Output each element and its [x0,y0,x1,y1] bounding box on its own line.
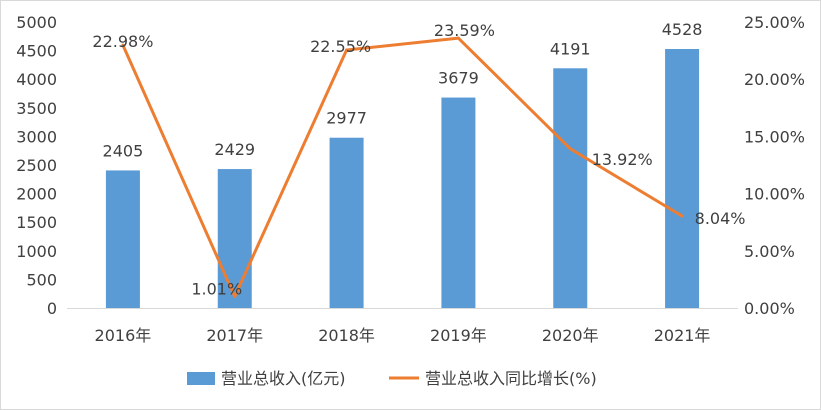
bar [329,137,364,308]
y-left-tick-label: 2500 [16,156,57,175]
y-right-tick-label: 5.00% [744,242,795,261]
bar [553,68,588,308]
line-point [456,36,460,40]
legend-bar-swatch [187,372,215,385]
bar-value-label: 2405 [103,141,144,160]
x-tick-label: 2020年 [542,326,599,345]
label-layer: 2405 2429 2977 3679 4191 4528 22.98% 1.01% 22.55… [92,20,745,298]
bar [665,48,700,308]
line-point [121,43,125,47]
y-left-tick-label: 4500 [16,42,57,61]
line-value-label: 1.01% [191,279,242,298]
y-right-tick-label: 15.00% [744,127,805,146]
y-right-tick-label: 0.00% [744,299,795,318]
legend-line-label: 营业总收入同比增长(%) [425,369,597,388]
x-tick-label: 2016年 [95,326,152,345]
line-value-label: 23.59% [434,21,495,40]
y-right-tick-label: 25.00% [744,13,805,32]
y-left-tick-label: 3000 [16,127,57,146]
line-point [568,147,572,151]
y-right-tick-label: 20.00% [744,70,805,89]
y-left-tick-label: 0 [47,299,57,318]
x-tick-label: 2018年 [318,326,375,345]
line-value-label: 8.04% [695,209,746,228]
line-point [233,294,237,298]
bar-value-label: 3679 [438,69,479,88]
growth-line [121,36,683,298]
bar-value-label: 2977 [326,109,367,128]
bar-layer [105,48,700,308]
line-value-label: 22.55% [310,37,371,56]
bar [441,97,476,308]
legend: 营业总收入(亿元) 营业总收入同比增长(%) [187,369,597,388]
line-layer [121,36,684,298]
bar-value-label: 2429 [214,140,255,159]
y-left-tick-label: 1000 [16,242,57,261]
y-left-tick-label: 3500 [16,99,57,118]
bar-value-label: 4528 [662,20,703,39]
bar [105,170,140,308]
x-tick-label: 2017年 [206,326,263,345]
line-point [345,48,349,52]
line-value-label: 13.92% [592,150,653,169]
x-tick-label: 2021年 [654,326,711,345]
bar-value-label: 4191 [550,39,591,58]
bar [217,169,252,308]
y-left-tick-label: 500 [26,270,57,289]
line-point [680,214,684,218]
legend-bar-label: 营业总收入(亿元) [221,369,346,388]
y-left-tick-label: 1500 [16,213,57,232]
y-left-tick-label: 5000 [16,13,57,32]
line-value-label: 22.98% [92,32,153,51]
x-tick-label: 2019年 [430,326,487,345]
y-left-tick-label: 4000 [16,70,57,89]
axis-layer: 0 500 1000 1500 2000 2500 3000 3500 4000 4500 5000… [16,13,805,345]
y-left-tick-label: 2000 [16,185,57,204]
y-right-tick-label: 10.00% [744,185,805,204]
